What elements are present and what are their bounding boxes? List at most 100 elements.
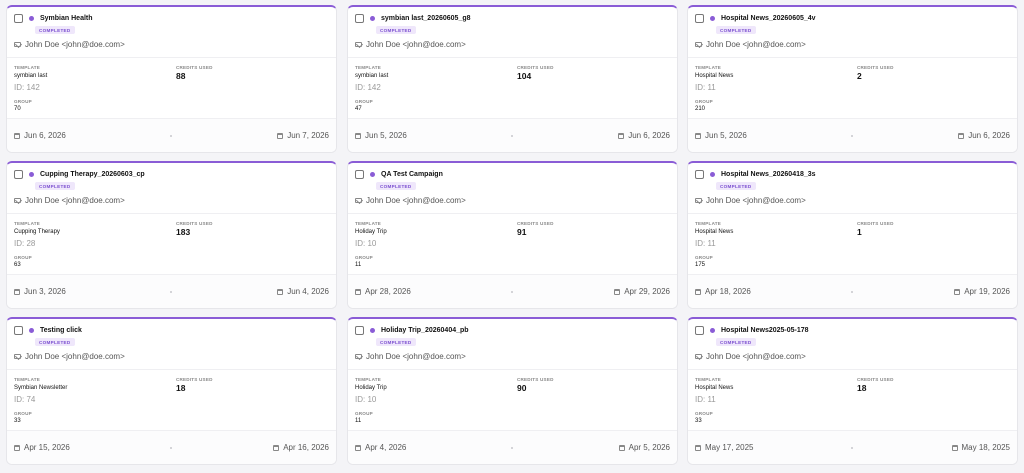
separator-dot xyxy=(511,135,513,137)
template-label: TEMPLATE xyxy=(355,221,382,226)
group-label: GROUP xyxy=(14,411,32,416)
campaign-card[interactable]: Hospital News_20260605_4v COMPLETED John… xyxy=(687,5,1018,153)
separator-dot xyxy=(851,291,853,293)
status-dot-icon xyxy=(370,328,375,333)
campaign-title[interactable]: Testing click xyxy=(40,327,82,334)
status-dot-icon xyxy=(370,16,375,21)
credits-value: 183 xyxy=(176,227,191,237)
campaign-card[interactable]: symbian last_20260605_g8 COMPLETED John … xyxy=(347,5,678,153)
status-badge: COMPLETED xyxy=(716,338,756,346)
divider xyxy=(688,57,1017,58)
end-date: Jun 7, 2026 xyxy=(277,131,329,140)
template-name: Hospital News xyxy=(695,229,734,235)
select-checkbox[interactable] xyxy=(695,14,704,23)
calendar-icon xyxy=(618,132,625,139)
credits-label: CREDITS USED xyxy=(176,377,213,382)
calendar-icon xyxy=(951,444,958,451)
credits-value: 18 xyxy=(176,383,186,393)
campaign-title[interactable]: Hospital News2025-05-178 xyxy=(721,327,809,334)
select-checkbox[interactable] xyxy=(14,170,23,179)
campaign-card[interactable]: QA Test Campaign COMPLETED John Doe <joh… xyxy=(347,161,678,309)
campaign-title[interactable]: Symbian Health xyxy=(40,15,93,22)
separator-dot xyxy=(170,447,172,449)
campaign-card[interactable]: Holiday Trip_20260404_pb COMPLETED John … xyxy=(347,317,678,465)
card-footer: May 17, 2025 May 18, 2025 xyxy=(688,430,1017,464)
campaign-card[interactable]: Symbian Health COMPLETED John Doe <john@… xyxy=(6,5,337,153)
divider xyxy=(7,57,336,58)
campaign-card[interactable]: Hospital News_20260418_3s COMPLETED John… xyxy=(687,161,1018,309)
card-header: Symbian Health xyxy=(14,14,93,23)
campaign-title[interactable]: Hospital News_20260418_3s xyxy=(721,171,816,178)
start-date-text: May 17, 2025 xyxy=(705,443,754,452)
owner: John Doe <john@doe.com> xyxy=(14,40,125,49)
start-date-text: Jun 5, 2026 xyxy=(705,131,747,140)
card-header: Hospital News_20260605_4v xyxy=(695,14,816,23)
calendar-icon xyxy=(277,288,284,295)
campaign-title[interactable]: Holiday Trip_20260404_pb xyxy=(381,327,469,334)
select-checkbox[interactable] xyxy=(14,14,23,23)
status-badge: COMPLETED xyxy=(35,26,75,34)
end-date-text: Jun 7, 2026 xyxy=(287,131,329,140)
owner: John Doe <john@doe.com> xyxy=(355,352,466,361)
status-dot-icon xyxy=(29,172,34,177)
owner-text: John Doe <john@doe.com> xyxy=(366,40,466,49)
select-checkbox[interactable] xyxy=(695,326,704,335)
owner-text: John Doe <john@doe.com> xyxy=(25,196,125,205)
campaign-card[interactable]: Testing click COMPLETED John Doe <john@d… xyxy=(6,317,337,465)
template-name: Holiday Trip xyxy=(355,385,387,391)
campaign-title[interactable]: Cupping Therapy_20260603_cp xyxy=(40,171,145,178)
group-value: 63 xyxy=(14,262,21,268)
start-date: Apr 28, 2026 xyxy=(355,287,411,296)
separator-dot xyxy=(170,135,172,137)
calendar-icon xyxy=(273,444,280,451)
select-checkbox[interactable] xyxy=(14,326,23,335)
status-badge: COMPLETED xyxy=(35,182,75,190)
start-date: Jun 5, 2026 xyxy=(695,131,747,140)
end-date: Apr 16, 2026 xyxy=(273,443,329,452)
select-checkbox[interactable] xyxy=(695,170,704,179)
calendar-icon xyxy=(14,444,20,451)
owner: John Doe <john@doe.com> xyxy=(14,352,125,361)
owner: John Doe <john@doe.com> xyxy=(355,40,466,49)
card-footer: Apr 28, 2026 Apr 29, 2026 xyxy=(348,274,677,308)
select-checkbox[interactable] xyxy=(355,170,364,179)
status-badge: COMPLETED xyxy=(376,26,416,34)
credits-label: CREDITS USED xyxy=(857,377,894,382)
start-date-text: Apr 28, 2026 xyxy=(365,287,411,296)
campaign-title[interactable]: symbian last_20260605_g8 xyxy=(381,15,471,22)
credits-label: CREDITS USED xyxy=(857,221,894,226)
calendar-icon xyxy=(355,444,361,451)
calendar-icon xyxy=(695,444,701,451)
template-id: ID: 74 xyxy=(14,395,36,404)
owner-text: John Doe <john@doe.com> xyxy=(706,196,806,205)
campaign-card[interactable]: Cupping Therapy_20260603_cp COMPLETED Jo… xyxy=(6,161,337,309)
template-label: TEMPLATE xyxy=(14,221,41,226)
status-dot-icon xyxy=(370,172,375,177)
group-label: GROUP xyxy=(14,99,32,104)
separator-dot xyxy=(170,291,172,293)
template-id: ID: 10 xyxy=(355,239,377,248)
card-header: Hospital News_20260418_3s xyxy=(695,170,816,179)
mail-icon xyxy=(14,42,21,47)
select-checkbox[interactable] xyxy=(355,14,364,23)
mail-icon xyxy=(355,42,362,47)
start-date-text: Jun 6, 2026 xyxy=(24,131,66,140)
owner-text: John Doe <john@doe.com> xyxy=(706,352,806,361)
card-footer: Apr 18, 2026 Apr 19, 2026 xyxy=(688,274,1017,308)
status-badge: COMPLETED xyxy=(376,182,416,190)
calendar-icon xyxy=(954,288,961,295)
select-checkbox[interactable] xyxy=(355,326,364,335)
campaign-title[interactable]: QA Test Campaign xyxy=(381,171,443,178)
start-date-text: Apr 15, 2026 xyxy=(24,443,70,452)
status-dot-icon xyxy=(710,16,715,21)
template-id: ID: 11 xyxy=(695,395,716,404)
campaign-title[interactable]: Hospital News_20260605_4v xyxy=(721,15,816,22)
mail-icon xyxy=(695,42,702,47)
campaign-card[interactable]: Hospital News2025-05-178 COMPLETED John … xyxy=(687,317,1018,465)
start-date: May 17, 2025 xyxy=(695,443,753,452)
owner: John Doe <john@doe.com> xyxy=(695,40,806,49)
group-label: GROUP xyxy=(355,411,373,416)
end-date: Jun 4, 2026 xyxy=(277,287,329,296)
template-name: Symbian Newsletter xyxy=(14,385,68,391)
